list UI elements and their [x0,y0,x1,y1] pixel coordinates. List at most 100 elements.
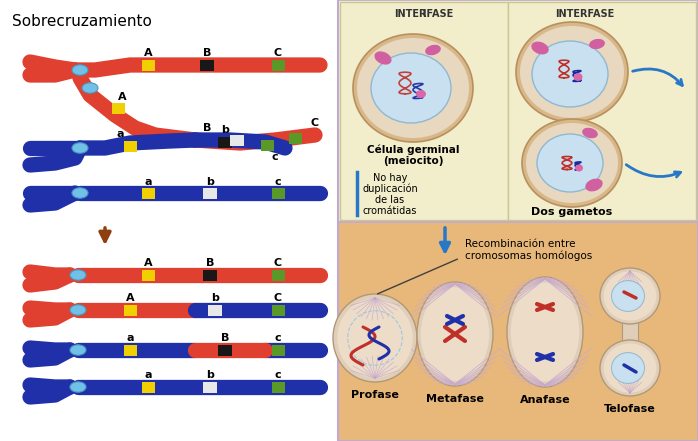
Text: A: A [126,293,134,303]
Bar [260,139,274,150]
Ellipse shape [604,271,656,321]
Bar [208,304,222,315]
Bar [272,60,285,71]
Bar [142,60,154,71]
Bar [218,137,232,147]
Text: c: c [272,152,279,162]
Ellipse shape [526,123,618,203]
Ellipse shape [425,45,441,55]
Ellipse shape [507,277,583,387]
Bar [288,132,302,143]
Bar [200,60,214,71]
Bar [124,141,137,152]
Ellipse shape [371,53,451,123]
Text: a: a [144,177,151,187]
Text: C: C [274,258,282,268]
Text: A: A [118,92,126,102]
Text: de las: de las [376,195,405,205]
Ellipse shape [70,270,86,280]
Ellipse shape [72,65,88,75]
Ellipse shape [522,119,622,207]
Text: a: a [144,370,151,380]
Ellipse shape [70,382,86,392]
Bar [124,304,137,315]
Ellipse shape [72,188,88,198]
Ellipse shape [531,41,549,54]
Text: cromosomas homólogos: cromosomas homólogos [465,251,592,261]
Ellipse shape [70,305,86,315]
Bar [272,381,285,392]
Text: C: C [311,118,319,128]
Text: Dos gametos: Dos gametos [531,207,613,217]
Text: b: b [206,177,214,187]
Text: Metafase: Metafase [426,394,484,404]
Ellipse shape [333,294,417,382]
Text: (meiocito): (meiocito) [383,156,443,166]
Ellipse shape [520,26,624,118]
Text: I: I [422,9,426,19]
Bar [338,222,698,441]
Bar [142,381,154,392]
Text: C: C [274,293,282,303]
Bar [508,2,696,220]
Bar [622,322,638,342]
Bar [112,102,124,113]
Ellipse shape [72,143,88,153]
Text: c: c [275,333,281,343]
Text: Célula germinal: Célula germinal [366,145,459,155]
Text: c: c [275,177,281,187]
Text: No hay: No hay [373,173,407,183]
Ellipse shape [604,344,656,392]
Ellipse shape [589,39,605,49]
Text: B: B [221,333,229,343]
Text: Telofase: Telofase [604,404,656,414]
Bar [124,344,137,355]
Bar [218,344,232,355]
Bar [203,187,217,198]
Ellipse shape [586,179,602,191]
Ellipse shape [537,134,603,192]
Ellipse shape [611,280,644,311]
Text: a: a [117,129,124,139]
Ellipse shape [574,73,583,81]
Text: b: b [221,125,229,135]
Text: INTERFASE: INTERFASE [394,9,454,19]
Bar [230,135,244,146]
Text: c: c [275,370,281,380]
Text: B: B [203,123,211,133]
Bar [272,269,285,280]
Text: A: A [144,48,152,58]
Text: B: B [203,48,211,58]
Bar [0,0,338,441]
Bar [272,304,285,315]
Ellipse shape [582,128,597,138]
Text: C: C [274,48,282,58]
Ellipse shape [600,268,660,324]
Text: b: b [206,370,214,380]
Text: B: B [206,258,214,268]
Bar [203,381,217,392]
Bar [142,269,154,280]
Bar [142,187,154,198]
Ellipse shape [600,340,660,396]
Ellipse shape [421,287,489,381]
Ellipse shape [353,34,473,142]
Bar [338,0,698,222]
Ellipse shape [511,283,579,381]
Text: b: b [211,293,219,303]
Bar [272,187,285,198]
Bar [272,344,285,355]
Ellipse shape [417,282,493,386]
Ellipse shape [611,353,644,383]
Ellipse shape [357,38,469,138]
Ellipse shape [416,90,426,98]
Text: a: a [126,333,134,343]
Text: Profase: Profase [351,390,399,400]
Text: cromátidas: cromátidas [363,206,417,216]
Ellipse shape [516,22,628,122]
Text: A: A [144,258,152,268]
Ellipse shape [337,299,413,377]
Text: Anafase: Anafase [520,395,570,405]
Ellipse shape [575,164,583,172]
Ellipse shape [532,41,608,107]
